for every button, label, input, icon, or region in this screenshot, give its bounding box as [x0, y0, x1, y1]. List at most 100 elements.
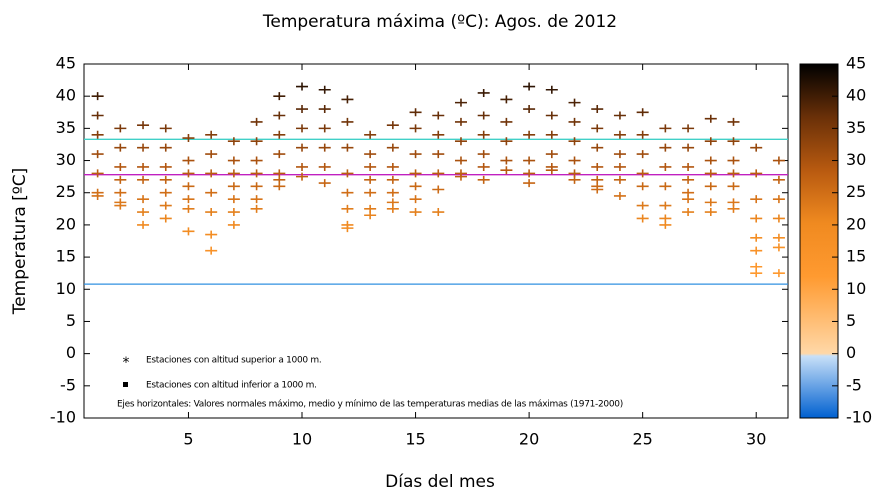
marker: [318, 105, 331, 114]
marker: [409, 150, 422, 159]
marker: [477, 111, 490, 120]
marker: [386, 162, 399, 171]
marker: [227, 195, 240, 204]
x-tick-label: 10: [292, 430, 312, 449]
marker: [772, 175, 785, 184]
marker: [750, 246, 763, 255]
marker: [250, 195, 263, 204]
marker: [273, 182, 286, 191]
marker: [182, 156, 195, 165]
marker: [704, 169, 717, 178]
marker: [772, 269, 785, 278]
y-axis-label: Temperatura [ºC]: [10, 168, 30, 316]
marker: [364, 175, 377, 184]
marker: [454, 156, 467, 165]
marker: [636, 169, 649, 178]
marker: [182, 227, 195, 236]
marker: [500, 166, 513, 175]
marker: [114, 124, 127, 133]
y-tick-label: 15: [56, 247, 76, 266]
marker: [500, 117, 513, 126]
legend-symbol-square: [123, 382, 128, 387]
marker: [523, 169, 536, 178]
marker: [636, 108, 649, 117]
marker: [227, 220, 240, 229]
marker: [137, 195, 150, 204]
marker: [432, 185, 445, 194]
marker: [409, 169, 422, 178]
marker: [750, 233, 763, 242]
marker: [523, 156, 536, 165]
marker: [250, 156, 263, 165]
colorbar-tick-label: 20: [846, 214, 866, 233]
marker: [523, 82, 536, 91]
marker: [409, 208, 422, 217]
y-tick-label: 5: [66, 311, 76, 330]
marker: [205, 169, 218, 178]
marker: [568, 137, 581, 146]
legend-note: Estaciones con altitud inferior a 1000 m…: [146, 381, 317, 391]
marker: [523, 179, 536, 188]
marker: [409, 108, 422, 117]
y-tick-label: 35: [56, 118, 76, 137]
marker: [500, 156, 513, 165]
marker: [341, 117, 354, 126]
marker: [523, 105, 536, 114]
marker: [182, 169, 195, 178]
marker: [137, 208, 150, 217]
colorbar-tick-label: 35: [846, 118, 866, 137]
marker: [318, 162, 331, 171]
marker: [432, 169, 445, 178]
marker: [386, 175, 399, 184]
marker: [750, 169, 763, 178]
marker: [545, 166, 558, 175]
marker: [454, 172, 467, 181]
marker: [613, 130, 626, 139]
x-axis-label: Días del mes: [385, 472, 495, 492]
colorbar-tick-label: 25: [846, 182, 866, 201]
marker: [386, 121, 399, 130]
marker: [318, 124, 331, 133]
marker: [772, 156, 785, 165]
colorbar-tick-label: 45: [846, 54, 866, 73]
marker: [341, 143, 354, 152]
marker: [659, 182, 672, 191]
marker: [91, 191, 104, 200]
marker: [114, 162, 127, 171]
x-tick-label: 5: [183, 430, 193, 449]
marker: [341, 188, 354, 197]
marker: [477, 130, 490, 139]
marker: [772, 233, 785, 242]
colorbar-tick-label: -10: [846, 408, 872, 427]
marker: [159, 162, 172, 171]
marker: [296, 162, 309, 171]
marker: [704, 198, 717, 207]
marker: [137, 175, 150, 184]
marker: [682, 175, 695, 184]
marker: [227, 156, 240, 165]
marker: [159, 143, 172, 152]
marker: [613, 191, 626, 200]
marker: [682, 195, 695, 204]
marker: [182, 195, 195, 204]
marker: [205, 208, 218, 217]
marker: [159, 214, 172, 223]
colorbar-tick-label: 0: [846, 343, 856, 362]
marker: [636, 182, 649, 191]
marker: [613, 150, 626, 159]
marker: [704, 156, 717, 165]
legend-symbol-star: *: [123, 355, 130, 371]
marker: [318, 143, 331, 152]
marker: [750, 269, 763, 278]
colorbar-tick-label: 10: [846, 279, 866, 298]
marker: [613, 175, 626, 184]
marker: [386, 204, 399, 213]
marker: [386, 188, 399, 197]
marker: [205, 150, 218, 159]
marker: [545, 111, 558, 120]
marker: [386, 143, 399, 152]
marker: [318, 179, 331, 188]
marker: [364, 188, 377, 197]
marker: [659, 220, 672, 229]
colorbar: [799, 63, 839, 419]
